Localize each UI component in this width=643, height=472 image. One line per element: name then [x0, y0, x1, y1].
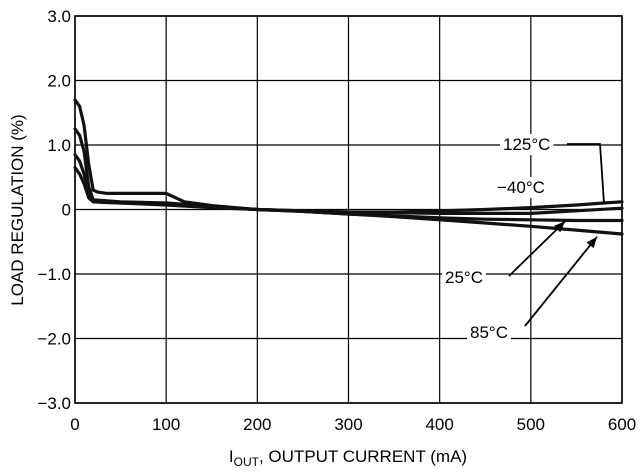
y-tick-label: 3.0	[47, 7, 71, 26]
curve-label-bg	[494, 177, 548, 198]
curve-label-pointer	[508, 220, 566, 277]
curve-label-bg	[500, 134, 554, 155]
grid	[74, 15, 623, 404]
curves	[73, 98, 624, 236]
x-axis-title-subscript: OUT	[234, 455, 260, 469]
arrow-head	[553, 221, 565, 233]
x-tick-label: 300	[334, 415, 362, 434]
y-tick-label: 2.0	[47, 72, 71, 91]
x-tick-label: 400	[425, 415, 453, 434]
x-tick-label: 500	[517, 415, 545, 434]
arrow-head	[586, 236, 597, 249]
y-tick-label: −3.0	[37, 394, 71, 413]
curve-label: −40°C	[497, 178, 545, 197]
x-tick-labels: 0 100 200 300 400 500 600	[70, 415, 636, 434]
x-tick-label: 200	[243, 415, 271, 434]
curve-annotations: 125°C −40°C 25°C 85°C	[442, 134, 605, 343]
curve-label-pointer	[567, 143, 605, 204]
y-tick-label: −2.0	[37, 330, 71, 349]
y-tick-labels: 3.0 2.0 1.0 0 −1.0 −2.0 −3.0	[37, 7, 71, 413]
x-tick-label: 100	[152, 415, 180, 434]
x-axis-title-text: , OUTPUT CURRENT (mA)	[259, 447, 467, 466]
x-axis-title-symbol: I	[229, 447, 234, 466]
y-tick-label: 1.0	[47, 136, 71, 155]
curve-label-pointer	[524, 236, 598, 327]
y-tick-label: 0	[62, 201, 71, 220]
series-line-3	[73, 166, 624, 236]
y-tick-label: −1.0	[37, 265, 71, 284]
x-axis-title: IOUT, OUTPUT CURRENT (mA)	[229, 447, 467, 469]
curve-label: 25°C	[445, 268, 483, 287]
curve-label-bg	[467, 322, 511, 343]
x-tick-label: 600	[608, 415, 636, 434]
curve-label-bg	[442, 267, 486, 288]
x-tick-label: 0	[70, 415, 79, 434]
y-axis-title: LOAD REGULATION (%)	[8, 114, 27, 305]
curve-label: 125°C	[503, 135, 550, 154]
curve-label: 85°C	[470, 323, 508, 342]
